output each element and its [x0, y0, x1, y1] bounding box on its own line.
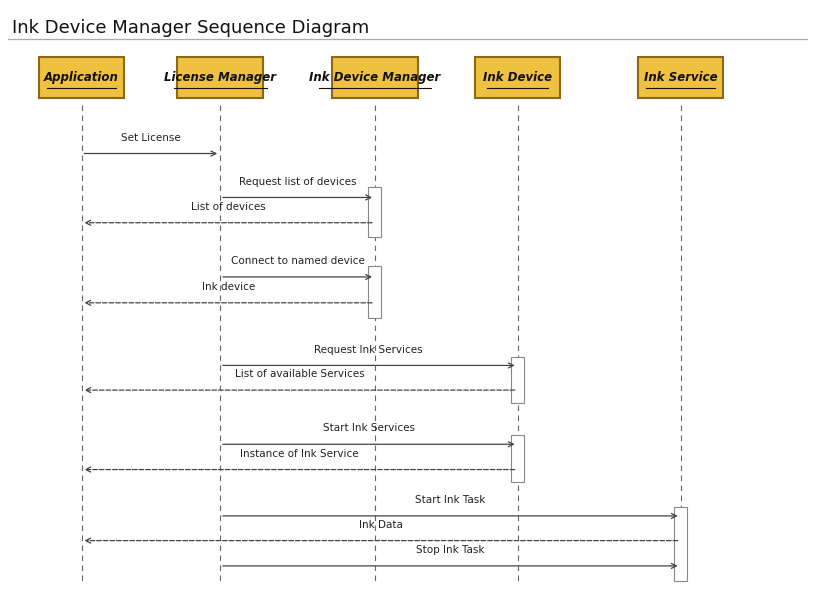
Text: Ink Device Manager: Ink Device Manager	[309, 71, 441, 84]
Text: List of devices: List of devices	[191, 202, 266, 212]
FancyBboxPatch shape	[511, 435, 524, 482]
Text: Request Ink Services: Request Ink Services	[315, 344, 423, 355]
Text: License Manager: License Manager	[164, 71, 276, 84]
FancyBboxPatch shape	[511, 357, 524, 403]
FancyBboxPatch shape	[368, 266, 381, 318]
Text: Connect to named device: Connect to named device	[231, 256, 364, 266]
Text: Stop Ink Task: Stop Ink Task	[416, 545, 485, 555]
Text: Set License: Set License	[121, 132, 181, 143]
FancyBboxPatch shape	[368, 187, 381, 237]
FancyBboxPatch shape	[39, 57, 124, 98]
Text: Ink Data: Ink Data	[359, 520, 403, 530]
Text: Start Ink Services: Start Ink Services	[323, 423, 415, 433]
Text: Ink Device: Ink Device	[483, 71, 552, 84]
Text: Ink device: Ink device	[201, 282, 255, 292]
Text: Start Ink Task: Start Ink Task	[415, 495, 486, 505]
FancyBboxPatch shape	[178, 57, 263, 98]
FancyBboxPatch shape	[674, 507, 687, 581]
Text: Ink Service: Ink Service	[644, 71, 717, 84]
FancyBboxPatch shape	[474, 57, 561, 98]
Text: Application: Application	[44, 71, 119, 84]
Text: Instance of Ink Service: Instance of Ink Service	[240, 448, 359, 459]
FancyBboxPatch shape	[333, 57, 418, 98]
FancyBboxPatch shape	[637, 57, 724, 98]
Text: List of available Services: List of available Services	[235, 369, 364, 379]
Text: Ink Device Manager Sequence Diagram: Ink Device Manager Sequence Diagram	[12, 19, 369, 37]
Text: Request list of devices: Request list of devices	[239, 176, 356, 187]
